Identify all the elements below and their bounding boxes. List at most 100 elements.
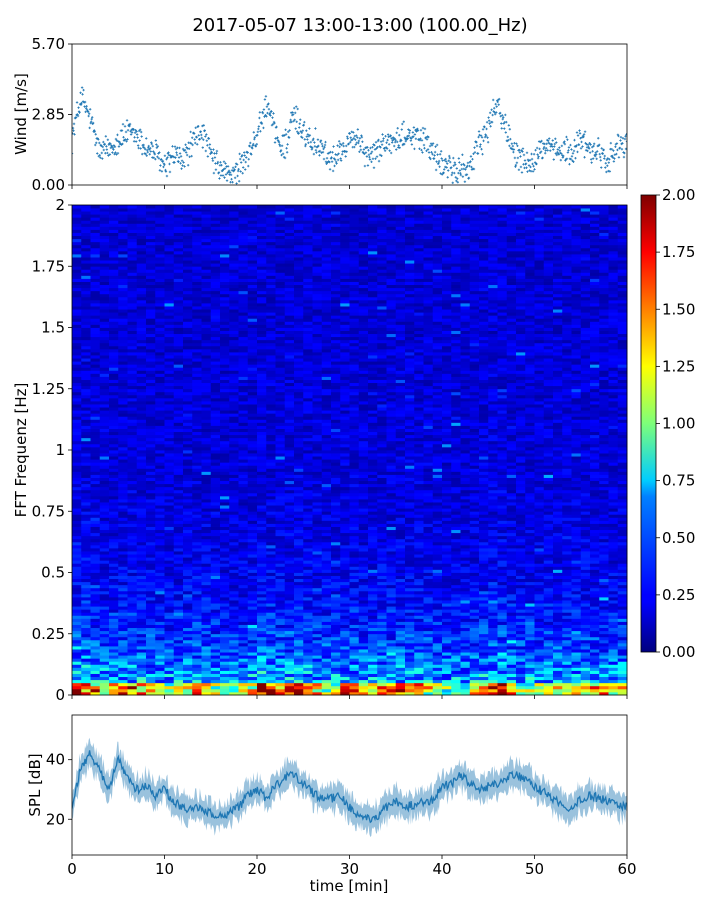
heatmap-cell <box>173 505 184 509</box>
heatmap-cell <box>81 260 91 264</box>
heatmap-cell <box>109 324 119 328</box>
heatmap-cell <box>155 269 165 273</box>
heatmap-cell <box>127 661 138 665</box>
heatmap-cell <box>155 483 165 488</box>
heatmap-cell <box>183 321 193 325</box>
heatmap-cell <box>192 373 202 377</box>
heatmap-cell <box>201 352 212 356</box>
heatmap-cell <box>72 508 82 512</box>
heatmap-cell <box>155 480 165 485</box>
heatmap-cell <box>155 260 165 264</box>
heatmap-cell <box>173 376 184 380</box>
heatmap-cell <box>146 205 156 209</box>
heatmap-cell <box>72 446 82 451</box>
heatmap-cell <box>109 627 119 632</box>
heatmap-cell <box>90 468 101 472</box>
heatmap-cell <box>99 281 110 286</box>
heatmap-cell <box>146 299 156 304</box>
heatmap-cell <box>99 309 110 313</box>
heatmap-cell <box>164 474 175 478</box>
heatmap-cell <box>164 529 175 534</box>
heatmap-cell <box>127 296 138 301</box>
heatmap-cell <box>109 526 119 531</box>
heatmap-cell <box>81 529 91 534</box>
heatmap-cell <box>118 315 128 319</box>
heatmap-cell <box>127 480 138 485</box>
heatmap-cell <box>90 670 101 674</box>
heatmap-cell <box>210 606 221 610</box>
heatmap-cell <box>146 587 156 592</box>
heatmap-cell <box>173 217 184 221</box>
heatmap-cell <box>118 339 128 344</box>
heatmap-cell <box>90 373 101 377</box>
heatmap-cell <box>136 548 147 552</box>
heatmap-cell <box>173 456 184 460</box>
heatmap-cell <box>90 477 101 482</box>
heatmap-cell <box>183 495 193 500</box>
heatmap-cell <box>109 456 119 460</box>
heatmap-cell <box>90 462 101 466</box>
heatmap-cell <box>146 235 156 240</box>
heatmap-cell <box>155 649 165 653</box>
heatmap-cell <box>118 600 128 604</box>
heatmap-cell <box>109 606 119 610</box>
heatmap-cell <box>220 364 230 368</box>
heatmap-cell <box>192 364 202 368</box>
heatmap-cell <box>81 385 91 390</box>
heatmap-cell <box>127 413 138 417</box>
heatmap-cell <box>201 410 212 414</box>
heatmap-cell <box>155 318 165 322</box>
heatmap-cell <box>109 551 119 555</box>
heatmap-cell <box>164 526 175 531</box>
heatmap-cell <box>155 560 165 564</box>
heatmap-cell <box>118 318 128 322</box>
heatmap-cell <box>81 278 91 282</box>
heatmap-cell <box>72 603 82 607</box>
heatmap-cell <box>201 572 212 576</box>
heatmap-cell <box>183 670 193 674</box>
heatmap-cell <box>72 670 82 674</box>
heatmap-cell <box>192 342 202 347</box>
heatmap-cell <box>72 465 82 469</box>
heatmap-cell <box>164 260 175 264</box>
heatmap-cell <box>99 244 110 249</box>
heatmap-cell <box>229 590 239 595</box>
heatmap-cell <box>81 646 91 650</box>
heatmap-cell <box>155 630 165 635</box>
heatmap-cell <box>164 465 175 469</box>
heatmap-cell <box>146 459 156 463</box>
heatmap-cell <box>109 468 119 472</box>
heatmap-cell <box>99 535 110 540</box>
heatmap-cell <box>136 526 147 531</box>
heatmap-cell <box>146 275 156 279</box>
heatmap-cell <box>99 673 110 678</box>
heatmap-cell <box>173 492 184 497</box>
heatmap-cell <box>220 250 230 255</box>
heatmap-cell <box>127 446 138 451</box>
heatmap-cell <box>183 630 193 635</box>
heatmap-cell <box>72 511 82 515</box>
heatmap-cell <box>155 474 165 478</box>
heatmap-cell <box>210 235 221 240</box>
heatmap-cell <box>155 661 165 665</box>
heatmap-cell <box>192 281 202 286</box>
heatmap-cell <box>81 471 91 475</box>
heatmap-cell <box>136 578 147 583</box>
heatmap-cell <box>90 275 101 279</box>
heatmap-cell <box>146 352 156 356</box>
heatmap-cell <box>72 557 82 561</box>
heatmap-cell <box>173 673 184 678</box>
heatmap-cell <box>192 517 202 521</box>
heatmap-cell <box>164 664 175 668</box>
heatmap-cell <box>72 217 82 221</box>
heatmap-cell <box>146 208 156 212</box>
heatmap-cell <box>201 590 212 595</box>
heatmap-cell <box>155 422 165 426</box>
heatmap-cell <box>201 345 212 350</box>
heatmap-cell <box>164 548 175 552</box>
heatmap-cell <box>183 642 193 647</box>
heatmap-cell <box>164 652 175 656</box>
heatmap-cell <box>164 205 175 209</box>
heatmap-cell <box>183 560 193 564</box>
heatmap-cell <box>201 324 212 328</box>
